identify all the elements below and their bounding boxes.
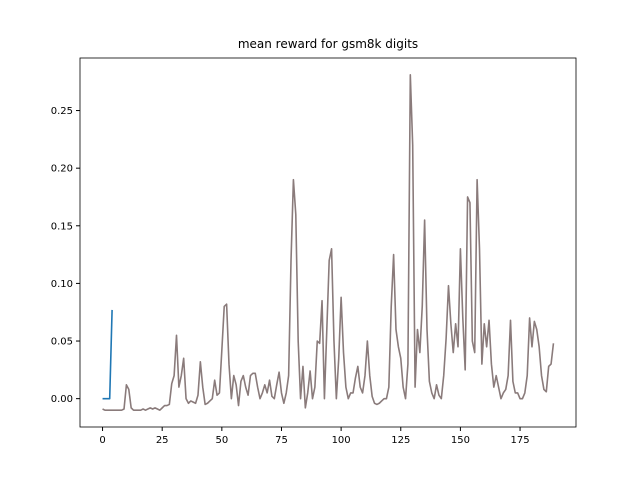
x-tick-label: 50 <box>215 435 228 446</box>
y-tick-label: 0.20 <box>51 164 73 175</box>
series-line <box>102 309 113 400</box>
x-tick-label: 150 <box>451 435 470 446</box>
x-tick-label: 75 <box>275 435 288 446</box>
series-line <box>102 74 555 411</box>
plot-frame <box>79 57 577 428</box>
x-tick-label: 125 <box>391 435 410 446</box>
y-tick-label: 0.05 <box>51 337 73 348</box>
x-tick-label: 0 <box>99 435 105 446</box>
x-tick-label: 100 <box>332 435 351 446</box>
x-tick-label: 25 <box>156 435 169 446</box>
y-tick-label: 0.25 <box>51 106 73 117</box>
chart-title: mean reward for gsm8k digits <box>238 37 418 51</box>
y-tick-label: 0.10 <box>51 279 73 290</box>
x-tick-label: 175 <box>511 435 530 446</box>
y-tick-label: 0.15 <box>51 221 73 232</box>
y-tick-label: 0.00 <box>51 394 73 405</box>
